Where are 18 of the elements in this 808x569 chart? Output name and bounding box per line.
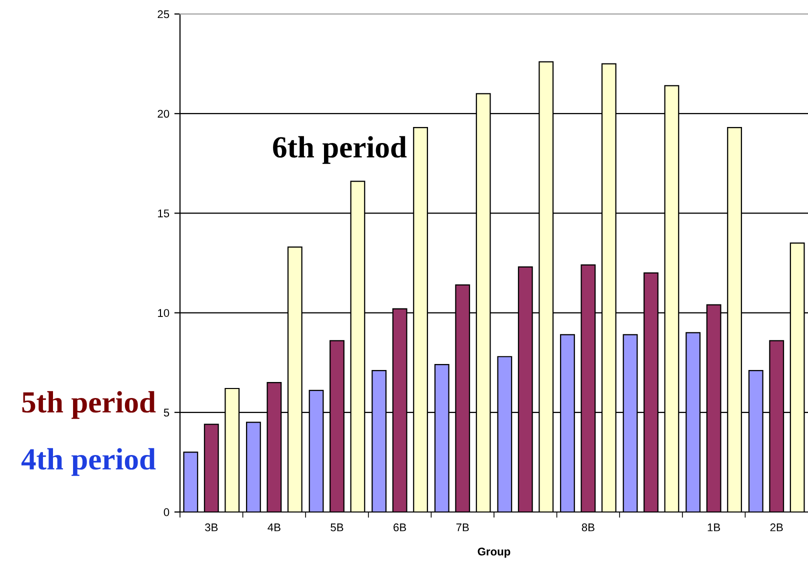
y-tick-label: 20 [158,110,170,118]
x-tick-label: 2B [770,523,783,532]
y-tick-label: 0 [164,508,170,516]
y-tick-label: 10 [158,309,170,317]
y-tick-label: 15 [158,210,170,218]
series-label: 4th period [21,448,156,476]
y-tick-label: 25 [158,10,170,18]
series-label: 5th period [22,391,156,419]
series-label: 6th period [273,136,407,164]
x-tick-label: 7B [456,524,469,532]
y-tick-label: 5 [164,408,170,417]
x-tick-label: 6B [394,523,406,532]
x-tick-label: 1B [708,524,720,532]
x-tick-label: 4B [268,524,280,532]
x-tick-label: 5B [330,524,344,532]
x-axis-title: Group [478,548,510,558]
x-tick-label: 3B [205,523,218,532]
x-tick-label: 8B [582,523,594,532]
